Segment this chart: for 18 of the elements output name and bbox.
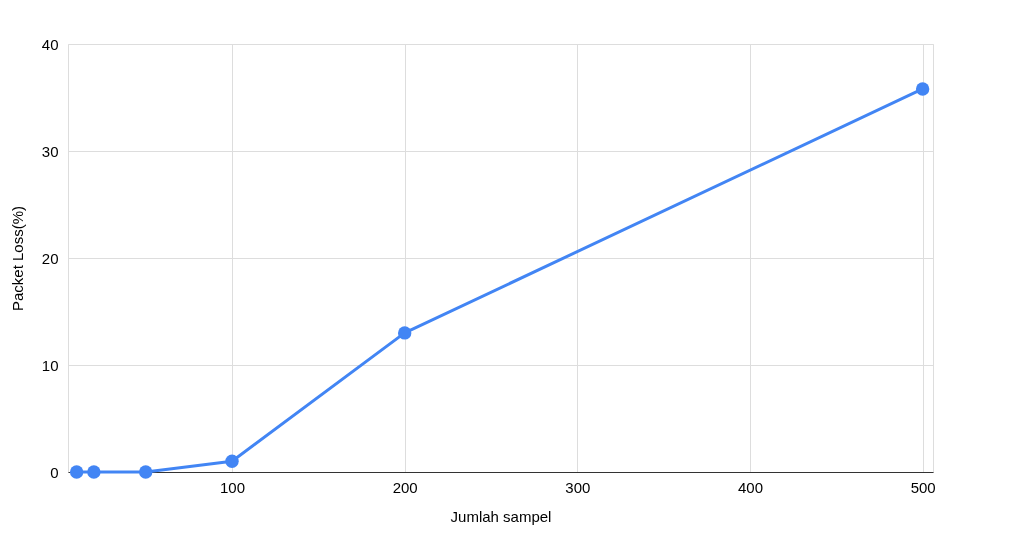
x-tick-label: 500 xyxy=(910,478,936,496)
x-tick-label: 100 xyxy=(220,478,246,496)
y-tick-label: 20 xyxy=(41,249,59,267)
point xyxy=(225,454,239,468)
y-tick-label: 30 xyxy=(41,142,59,160)
y-axis-title: Packet Loss(%) xyxy=(8,205,26,312)
x-tick-label: 300 xyxy=(565,478,591,496)
x-tick-label: 200 xyxy=(392,478,418,496)
point xyxy=(915,82,930,96)
x-tick-label: 400 xyxy=(737,478,763,496)
y-tick-label: 40 xyxy=(41,35,59,53)
point xyxy=(138,465,153,479)
y-tick-label: 0 xyxy=(50,463,59,481)
x-axis-title: Jumlah sampel xyxy=(450,507,552,525)
point xyxy=(397,326,412,340)
point xyxy=(87,465,101,479)
y-tick-label: 10 xyxy=(41,356,59,374)
point xyxy=(69,465,84,479)
